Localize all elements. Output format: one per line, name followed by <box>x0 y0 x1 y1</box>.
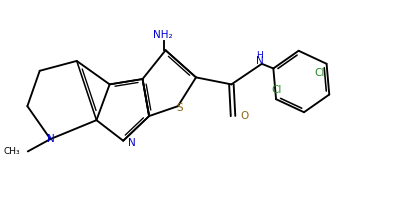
Text: N: N <box>128 138 136 148</box>
Text: N: N <box>256 55 264 65</box>
Text: Cl: Cl <box>314 68 324 78</box>
Text: H: H <box>256 51 263 60</box>
Text: NH₂: NH₂ <box>153 30 173 40</box>
Text: Cl: Cl <box>272 85 282 95</box>
Text: CH₃: CH₃ <box>4 147 20 156</box>
Text: N: N <box>46 134 54 144</box>
Text: S: S <box>177 103 183 113</box>
Text: O: O <box>240 111 249 121</box>
